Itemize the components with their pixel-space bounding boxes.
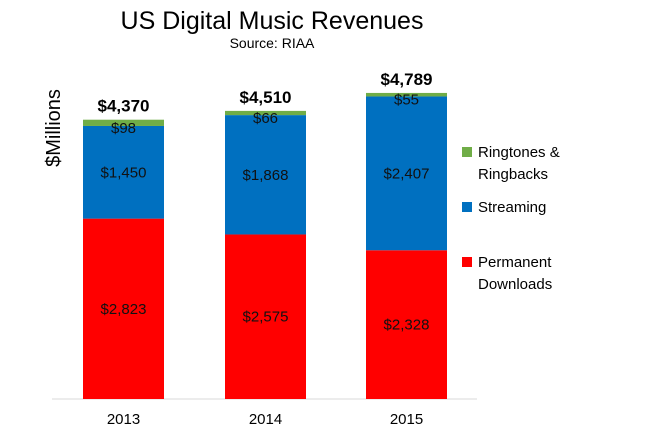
data-label: $1,450: [101, 164, 147, 181]
legend-label: Downloads: [478, 276, 552, 293]
data-label: $2,575: [243, 309, 289, 326]
data-label: $2,823: [101, 301, 147, 318]
bar-segment-2014-0: [225, 234, 306, 399]
total-label: $4,370: [98, 97, 150, 116]
x-tick-label: 2015: [390, 411, 423, 428]
data-label: $98: [111, 120, 136, 137]
x-tick-label: 2014: [249, 411, 282, 428]
legend-swatch: [462, 147, 472, 157]
bar-segment-2015-1: [366, 96, 447, 251]
legend-swatch: [462, 257, 472, 267]
bar-segment-2015-0: [366, 250, 447, 399]
legend-label: Permanent: [478, 254, 552, 271]
chart-title: US Digital Music Revenues: [121, 7, 424, 35]
bar-segment-2013-0: [83, 218, 164, 399]
data-label: $2,407: [384, 165, 430, 182]
legend-label: Streaming: [478, 199, 546, 216]
legend-swatch: [462, 202, 472, 212]
legend-label: Ringtones &: [478, 144, 560, 161]
data-label: $1,868: [243, 167, 289, 184]
data-label: $66: [253, 110, 278, 127]
bar-segment-2013-1: [83, 125, 164, 219]
bar-segment-2014-1: [225, 115, 306, 235]
chart-subtitle: Source: RIAA: [230, 35, 315, 51]
data-label: $2,328: [384, 317, 430, 334]
total-label: $4,789: [381, 70, 433, 89]
bar-segment-2015-2: [366, 92, 447, 97]
data-label: $55: [394, 92, 419, 109]
legend-label: Ringbacks: [478, 166, 548, 183]
x-tick-label: 2013: [107, 411, 140, 428]
bar-segment-2013-2: [83, 119, 164, 126]
bar-segment-2014-2: [225, 110, 306, 116]
y-axis-label: $Millions: [43, 89, 65, 167]
total-label: $4,510: [240, 88, 292, 107]
